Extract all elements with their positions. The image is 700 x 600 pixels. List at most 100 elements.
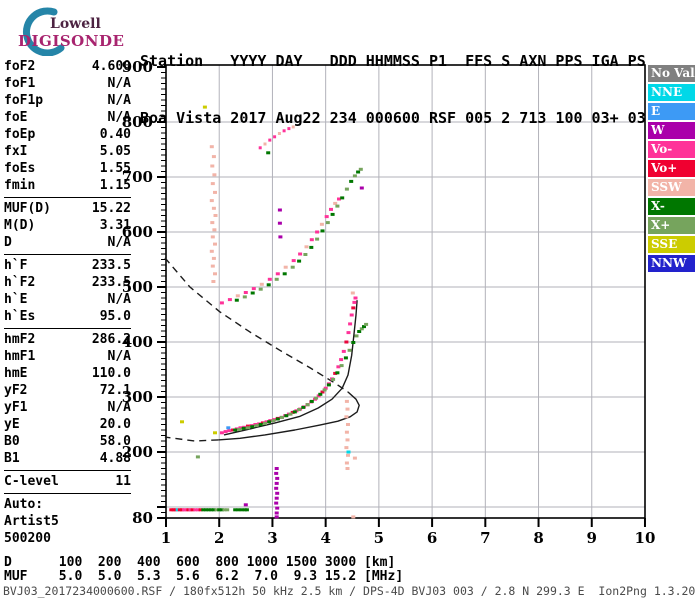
param-row-hme: hmE 110.0 (4, 365, 131, 382)
param-label: 500200 (4, 531, 51, 546)
param-row-b0: B0 58.0 (4, 433, 131, 450)
muf-transmission-upper (164, 257, 349, 393)
param-row-b1: B1 4.88 (4, 450, 131, 467)
param-label: h`F (4, 258, 28, 273)
param-row-hmf2: hmF2 286.2 (4, 331, 131, 348)
param-row-hf2: h`F2 233.5 (4, 274, 131, 291)
artist-fitted-trace (223, 300, 358, 436)
param-value: 11 (115, 474, 131, 489)
param-row-foe: foE N/A (4, 109, 131, 126)
legend-item-vo+: Vo+ (648, 160, 695, 177)
muf-transmission-nose (218, 391, 360, 441)
y-axis-label-700: 700 (122, 168, 153, 186)
param-value: N/A (107, 110, 131, 125)
param-row-fmin: fmin 1.15 (4, 177, 131, 194)
trace-upper-echo (258, 125, 295, 150)
y-axis-label-600: 600 (122, 223, 153, 241)
param-value: 4.600 (91, 59, 131, 74)
y-axis-label-500: 500 (122, 278, 153, 296)
param-label: C-level (4, 474, 59, 489)
param-label: yF2 (4, 383, 28, 398)
param-label: B1 (4, 451, 20, 466)
param-label: h`E (4, 292, 28, 307)
param-label: foF1 (4, 76, 36, 91)
param-row-fxi: fxI 5.05 (4, 143, 131, 160)
param-group-divider (4, 493, 131, 494)
param-label: hmF2 (4, 332, 36, 347)
legend-item-noval: No Val (648, 65, 695, 82)
legend-item-x-: X- (648, 198, 695, 215)
trace-second-hop-o-mode (219, 197, 341, 305)
station-header: Station YYYY DAY DDD HHMMSS P1 FFS S AXN… (140, 14, 646, 166)
param-value: N/A (107, 76, 131, 91)
lowell-digisonde-logo: Lowell DIGISONDE (6, 4, 124, 57)
trace-second-hop-x-mode (234, 167, 363, 302)
param-value: 110.0 (91, 366, 131, 381)
param-label: B0 (4, 434, 20, 449)
scaled-parameters-panel: foF2 4.600 foF1 N/A foF1p N/A foE N/A foEp 0.40 fx… (4, 58, 131, 547)
param-row-auto: Auto: (4, 496, 131, 513)
y-axis-label-900: 900 (122, 58, 153, 76)
x-axis-label-2: 2 (214, 529, 224, 547)
param-label: Artist5 (4, 514, 59, 529)
param-row-yf1: yF1 N/A (4, 399, 131, 416)
legend-item-w: W (648, 122, 695, 139)
param-value: 3.31 (99, 218, 131, 233)
param-value: N/A (107, 349, 131, 364)
legend-item-x+: X+ (648, 217, 695, 234)
param-label: foF2 (4, 59, 36, 74)
param-value: 286.2 (91, 332, 131, 347)
param-row-fof1: foF1 N/A (4, 75, 131, 92)
muf-transmission-lower (164, 436, 219, 442)
param-row-ye: yE 20.0 (4, 416, 131, 433)
x-axis-label-7: 7 (480, 529, 490, 547)
logo-text-digisonde: DIGISONDE (18, 32, 125, 50)
x-axis-label-6: 6 (427, 529, 437, 547)
plot-frame (165, 64, 646, 519)
echo-traces (219, 125, 369, 435)
param-label: h`Es (4, 309, 36, 324)
legend-item-ssw: SSW (648, 179, 695, 196)
y-axis-label-300: 300 (122, 388, 153, 406)
y-axis-label-200: 200 (122, 443, 153, 461)
param-value: 233.5 (91, 275, 131, 290)
param-value: N/A (107, 235, 131, 250)
param-label: foEp (4, 127, 36, 142)
param-label: fxI (4, 144, 28, 159)
x-axis-label-4: 4 (320, 529, 330, 547)
param-label: h`F2 (4, 275, 36, 290)
param-value: 5.05 (99, 144, 131, 159)
param-row-mufd: MUF(D) 15.22 (4, 200, 131, 217)
param-group-divider (4, 254, 131, 255)
param-group-divider (4, 470, 131, 471)
param-row-md: M(D) 3.31 (4, 217, 131, 234)
param-row-hes: h`Es 95.0 (4, 308, 131, 325)
param-row-d: D N/A (4, 234, 131, 251)
param-label: Auto: (4, 497, 44, 512)
legend-item-vo-: Vo- (648, 141, 695, 158)
axis-ticks (157, 66, 646, 527)
header-values: Boa Vista 2017 Aug22 234 000600 RSF 005 … (140, 109, 646, 127)
param-row-artist5: Artist5 (4, 513, 131, 530)
param-label: foF1p (4, 93, 44, 108)
param-row-foep: foEp 0.40 (4, 126, 131, 143)
param-value: 0.40 (99, 127, 131, 142)
param-value: 20.0 (99, 417, 131, 432)
param-value: N/A (107, 400, 131, 415)
x-axis-label-9: 9 (587, 529, 597, 547)
header-column-titles: Station YYYY DAY DDD HHMMSS P1 FFS S AXN… (140, 52, 646, 70)
x-axis-label-8: 8 (533, 529, 543, 547)
param-row-foes: foEs 1.55 (4, 160, 131, 177)
x-axis-label-5: 5 (374, 529, 384, 547)
axis-labels: 900 800 700 600 500 400 300 200 80 1 2 3 4 5 6 7 8 9 10 (122, 58, 656, 547)
distance-row: D 100 200 400 600 800 1000 1500 3000 [km… (4, 555, 396, 570)
x-axis-label-10: 10 (635, 529, 656, 547)
calculated-curves (164, 257, 360, 442)
param-value: 1.55 (99, 161, 131, 176)
legend-item-sse: SSE (648, 236, 695, 253)
legend-item-e: E (648, 103, 695, 120)
y-axis-label-80: 80 (132, 509, 153, 527)
param-label: MUF(D) (4, 201, 51, 216)
